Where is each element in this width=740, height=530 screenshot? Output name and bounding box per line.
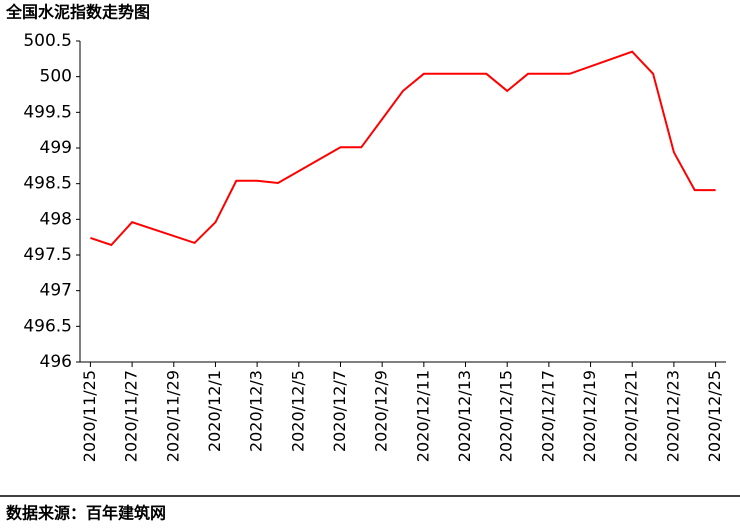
- x-tick-label: 2020/12/21: [622, 370, 641, 462]
- x-tick-label: 2020/12/19: [580, 370, 599, 462]
- x-tick-label: 2020/12/1: [205, 370, 224, 452]
- x-tick-label: 2020/12/25: [705, 370, 724, 462]
- data-line: [90, 50, 716, 247]
- x-tick-label: 2020/12/23: [663, 370, 682, 462]
- y-tick-label: 497.5: [23, 245, 72, 265]
- chart-title: 全国水泥指数走势图: [5, 3, 150, 22]
- y-tick-label: 498.5: [23, 174, 72, 194]
- x-tick-label: 2020/11/29: [163, 370, 182, 462]
- y-tick-label: 496.5: [23, 316, 72, 336]
- y-tick-label: 497: [40, 281, 72, 301]
- x-tick-label: 2020/11/27: [122, 370, 141, 462]
- x-tick-label: 2020/12/17: [538, 370, 557, 462]
- y-tick-label: 500.5: [23, 31, 72, 51]
- x-tick-label: 2020/12/11: [413, 370, 432, 462]
- x-tick-label: 2020/12/7: [330, 370, 349, 452]
- x-tick-label: 2020/12/5: [288, 370, 307, 452]
- y-tick-label: 499: [40, 138, 72, 158]
- y-tick-label: 498: [40, 209, 72, 229]
- x-tick-label: 2020/12/13: [455, 370, 474, 462]
- y-tick-label: 500: [40, 67, 72, 87]
- x-tick-label: 2020/11/25: [80, 370, 99, 462]
- source-note: 数据来源：百年建筑网: [6, 504, 166, 523]
- y-tick-label: 499.5: [23, 102, 72, 122]
- x-tick-label: 2020/12/3: [247, 370, 266, 452]
- x-tick-label: 2020/12/9: [372, 370, 391, 452]
- x-tick-label: 2020/12/15: [497, 370, 516, 462]
- y-tick-label: 496: [40, 352, 72, 372]
